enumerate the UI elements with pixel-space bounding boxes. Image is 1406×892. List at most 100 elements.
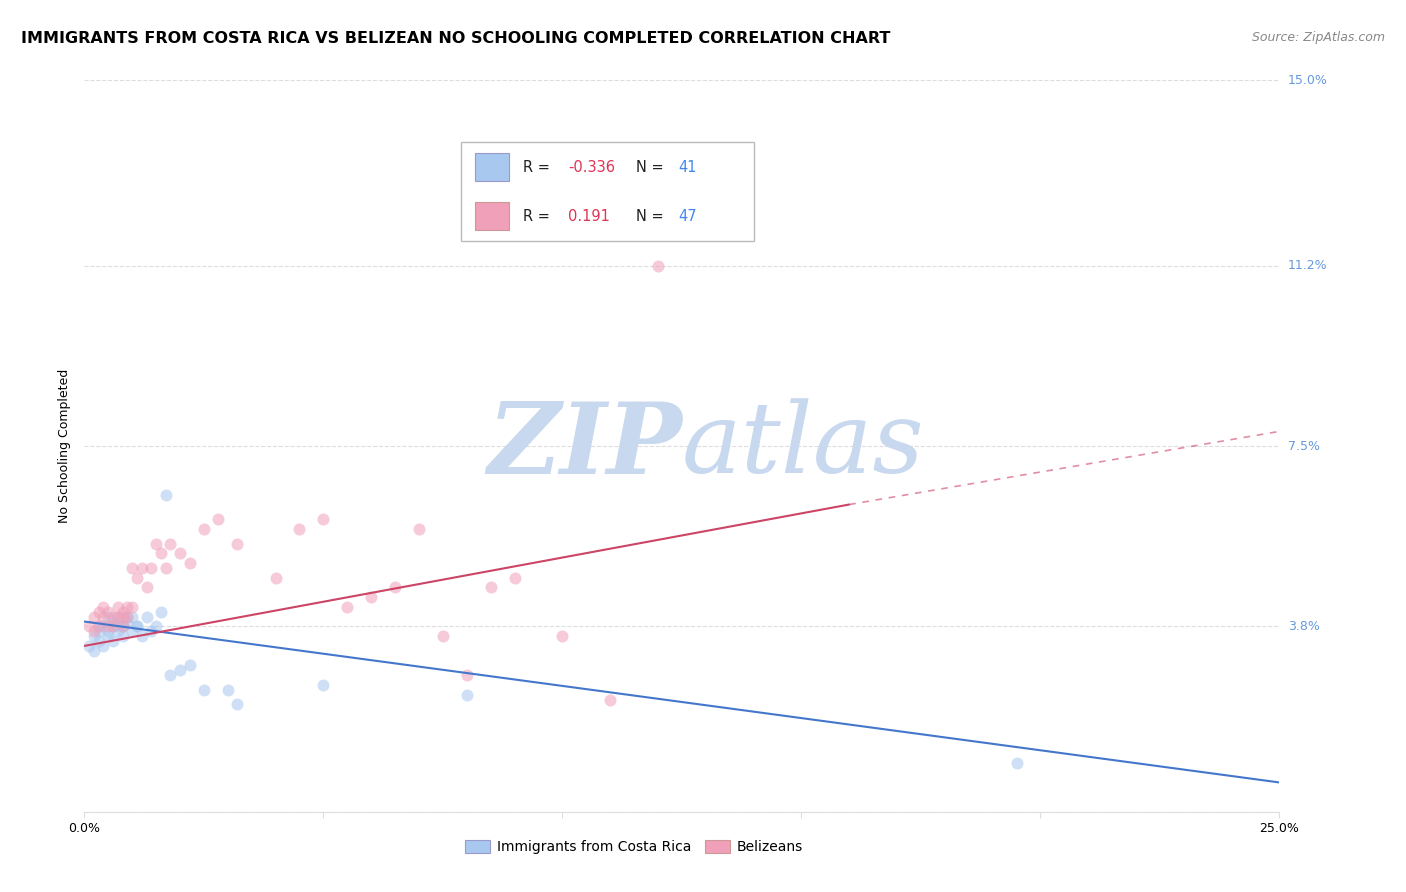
Text: IMMIGRANTS FROM COSTA RICA VS BELIZEAN NO SCHOOLING COMPLETED CORRELATION CHART: IMMIGRANTS FROM COSTA RICA VS BELIZEAN N…: [21, 31, 890, 46]
Text: 7.5%: 7.5%: [1288, 440, 1320, 452]
Point: [121, 609, 143, 624]
Point: [360, 590, 382, 604]
Point: [107, 619, 129, 633]
Point: [121, 561, 143, 575]
Point: [107, 609, 129, 624]
Point: [111, 629, 134, 643]
FancyBboxPatch shape: [461, 143, 754, 241]
Point: [193, 682, 215, 697]
Point: [155, 561, 177, 575]
Point: [101, 615, 124, 629]
Point: [456, 688, 478, 702]
Point: [107, 609, 129, 624]
Point: [408, 522, 430, 536]
Point: [77, 619, 100, 633]
Legend: Immigrants from Costa Rica, Belizeans: Immigrants from Costa Rica, Belizeans: [460, 835, 808, 860]
Point: [93, 619, 115, 633]
Point: [145, 536, 167, 550]
Point: [145, 619, 167, 633]
Point: [101, 619, 124, 633]
Point: [87, 605, 110, 619]
Point: [101, 609, 124, 624]
Point: [479, 581, 502, 595]
Point: [264, 571, 287, 585]
Text: ZIP: ZIP: [486, 398, 682, 494]
Point: [97, 624, 120, 639]
Point: [169, 546, 191, 560]
Text: 41: 41: [678, 160, 697, 175]
Text: atlas: atlas: [682, 399, 925, 493]
Point: [432, 629, 454, 643]
Point: [226, 698, 249, 712]
Text: R =: R =: [523, 209, 550, 224]
Point: [107, 599, 129, 614]
Point: [149, 546, 172, 560]
Point: [125, 619, 148, 633]
Point: [159, 536, 181, 550]
Text: N =: N =: [637, 209, 664, 224]
Point: [107, 624, 129, 639]
Point: [117, 599, 139, 614]
Text: 11.2%: 11.2%: [1288, 259, 1327, 272]
Point: [97, 629, 120, 643]
Point: [77, 639, 100, 653]
Point: [131, 561, 153, 575]
Point: [111, 619, 134, 633]
Point: [1005, 756, 1028, 770]
Point: [312, 512, 335, 526]
Point: [83, 644, 105, 658]
Point: [97, 619, 120, 633]
Point: [87, 619, 110, 633]
Text: 15.0%: 15.0%: [1288, 74, 1327, 87]
Point: [312, 678, 335, 692]
Point: [141, 561, 163, 575]
Point: [93, 609, 115, 624]
Point: [384, 581, 406, 595]
Point: [179, 556, 201, 570]
FancyBboxPatch shape: [475, 202, 509, 230]
Y-axis label: No Schooling Completed: No Schooling Completed: [58, 369, 72, 523]
Point: [93, 599, 115, 614]
Point: [135, 609, 157, 624]
Point: [336, 599, 359, 614]
Point: [135, 581, 157, 595]
Point: [117, 609, 139, 624]
Point: [599, 692, 621, 706]
Point: [207, 512, 229, 526]
Text: 0.191: 0.191: [568, 209, 610, 224]
Point: [226, 536, 249, 550]
Point: [117, 615, 139, 629]
Point: [93, 639, 115, 653]
Point: [288, 522, 311, 536]
Point: [101, 634, 124, 648]
Point: [647, 259, 669, 273]
Point: [169, 663, 191, 677]
Point: [83, 629, 105, 643]
Point: [217, 682, 239, 697]
Point: [179, 658, 201, 673]
Point: [125, 571, 148, 585]
Point: [87, 634, 110, 648]
Text: R =: R =: [523, 160, 550, 175]
Point: [111, 619, 134, 633]
Text: 47: 47: [678, 209, 697, 224]
Point: [97, 609, 120, 624]
Point: [159, 668, 181, 682]
Point: [503, 571, 526, 585]
Point: [117, 609, 139, 624]
Point: [83, 624, 105, 639]
Point: [87, 624, 110, 639]
Point: [155, 488, 177, 502]
Point: [193, 522, 215, 536]
Text: N =: N =: [637, 160, 664, 175]
Point: [125, 619, 148, 633]
Point: [111, 609, 134, 624]
Point: [551, 629, 574, 643]
Text: 3.8%: 3.8%: [1288, 620, 1320, 633]
Point: [121, 624, 143, 639]
Point: [121, 599, 143, 614]
FancyBboxPatch shape: [475, 153, 509, 181]
Point: [111, 619, 134, 633]
Point: [97, 605, 120, 619]
Point: [149, 605, 172, 619]
